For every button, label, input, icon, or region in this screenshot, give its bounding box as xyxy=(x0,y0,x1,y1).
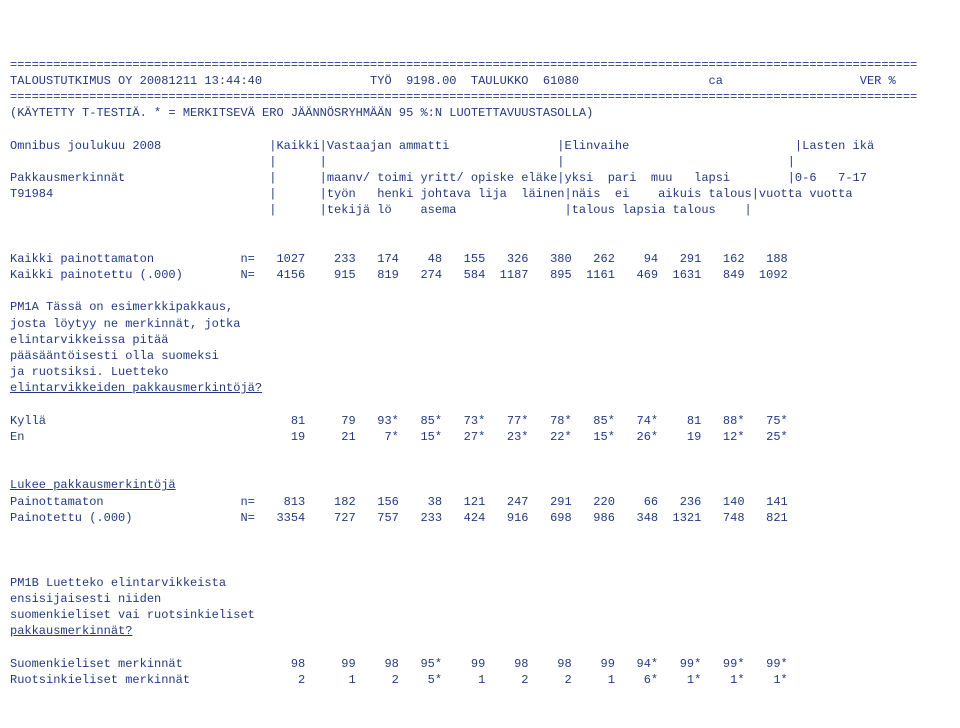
row-painotettu-label: Painotettu (.000) N= xyxy=(10,511,255,525)
en-vals: 19 21 7* 15* 27* 23* 22* 15* 26* 19 12* … xyxy=(24,430,787,444)
col-row-4: | |tekijä lö asema |talous lapsia talous… xyxy=(10,203,752,217)
row-painotettu-vals: 3354 727 757 233 424 916 698 986 348 132… xyxy=(255,511,788,525)
header-line: TALOUSTUTKIMUS OY 20081211 13:44:40 TYÖ … xyxy=(10,74,896,88)
sep-mid: ========================================… xyxy=(10,90,917,104)
en-label: En xyxy=(10,430,24,444)
sk-label: Suomenkieliset merkinnät xyxy=(10,657,183,671)
col-row-2: Pakkausmerkinnät | |maanv/ toimi yritt/ … xyxy=(10,171,867,185)
row-kaikki-painottamaton-vals: 1027 233 174 48 155 326 380 262 94 291 1… xyxy=(255,252,788,266)
pm1a-line-3: elintarvikkeissa pitää xyxy=(10,333,168,347)
sk-vals: 98 99 98 95* 99 98 98 99 94* 99* 99* 99* xyxy=(183,657,788,671)
pm1b-line-4: pakkausmerkinnät? xyxy=(10,624,132,638)
col-row-1: | | | | xyxy=(10,155,795,169)
row-painottamaton-vals: 813 182 156 38 121 247 291 220 66 236 14… xyxy=(255,495,788,509)
pm1a-line-1: PM1A Tässä on esimerkkipakkaus, xyxy=(10,300,233,314)
subtitle-line: (KÄYTETTY T-TESTIÄ. * = MERKITSEVÄ ERO J… xyxy=(10,106,593,120)
rk-vals: 2 1 2 5* 1 2 2 1 6* 1* 1* 1* xyxy=(190,673,788,687)
row-kaikki-painotettu-label: Kaikki painotettu (.000) N= xyxy=(10,268,255,282)
title-row: Omnibus joulukuu 2008 |Kaikki|Vastaajan … xyxy=(10,139,874,153)
pm1b-line-3: suomenkieliset vai ruotsinkieliset xyxy=(10,608,255,622)
row-kaikki-painottamaton-label: Kaikki painottamaton n= xyxy=(10,252,255,266)
kylla-vals: 81 79 93* 85* 73* 77* 78* 85* 74* 81 88*… xyxy=(46,414,788,428)
pm1b-line-1: PM1B Luetteko elintarvikkeista xyxy=(10,576,226,590)
row-kaikki-painotettu-vals: 4156 915 819 274 584 1187 895 1161 469 1… xyxy=(255,268,788,282)
pm1a-line-4: pääsääntöisesti olla suomeksi xyxy=(10,349,219,363)
rk-label: Ruotsinkieliset merkinnät xyxy=(10,673,190,687)
pm1a-line-2: josta löytyy ne merkinnät, jotka xyxy=(10,317,240,331)
pm1a-line-5: ja ruotsiksi. Luetteko xyxy=(10,365,168,379)
kylla-label: Kyllä xyxy=(10,414,46,428)
sep-top: ========================================… xyxy=(10,58,917,72)
lukee-header: Lukee pakkausmerkintöjä xyxy=(10,478,176,492)
pm1a-line-6: elintarvikkeiden pakkausmerkintöjä? xyxy=(10,381,262,395)
col-row-3: T91984 | |työn henki johtava lija läinen… xyxy=(10,187,853,201)
row-painottamaton-label: Painottamaton n= xyxy=(10,495,255,509)
